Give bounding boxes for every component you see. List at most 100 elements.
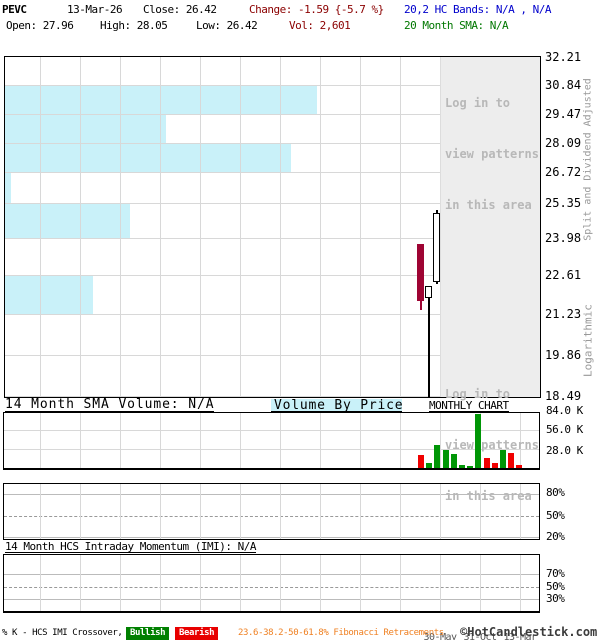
gridline-vertical <box>200 413 201 468</box>
gridline-horizontal <box>5 238 539 239</box>
login-prompt-bottom[interactable]: Log in to view patterns in this area <box>445 352 541 539</box>
gridline-horizontal <box>5 114 539 115</box>
gridline-vertical <box>480 484 481 539</box>
gridline-vertical <box>320 555 321 611</box>
gridline-vertical <box>320 57 321 397</box>
bullish-badge: Bullish <box>126 627 170 640</box>
gridline-vertical <box>280 484 281 539</box>
gridline-vertical <box>240 484 241 539</box>
gridline-horizontal <box>4 430 539 431</box>
gridline-vertical <box>200 484 201 539</box>
volume-bar-Mar-2026 <box>516 465 522 468</box>
gridline-horizontal <box>5 314 539 315</box>
gridline-vertical <box>280 555 281 611</box>
volume-axis-label: 28.0 K <box>546 444 583 457</box>
stochastic-level-line <box>4 537 539 538</box>
volume-bar-Jun-2025 <box>443 450 449 468</box>
x-tick-date: 30-May <box>423 632 457 640</box>
gridline-vertical <box>80 555 81 611</box>
login-prompt-line: in this area <box>445 489 532 503</box>
volume-bar-Sep-2025 <box>467 466 473 468</box>
gridline-vertical <box>80 57 81 397</box>
stochastic-axis-label: 50% <box>546 509 565 522</box>
x-tick-may: 30-May 2025 <box>410 613 470 640</box>
crossover-legend-label: % K - HCS IMI Crossover, <box>2 628 123 638</box>
gridline-horizontal <box>5 275 539 276</box>
volume-axis-label: 84.0 K <box>546 404 583 417</box>
login-prompt-line: view patterns <box>445 147 539 161</box>
price-axis-label: 21.23 <box>545 307 582 321</box>
gridline-vertical <box>360 484 361 539</box>
x-tick-date: 13-Mar <box>503 632 537 640</box>
login-prompt-line: view patterns <box>445 438 539 452</box>
gridline-vertical <box>280 413 281 468</box>
gridline-vertical <box>40 413 41 468</box>
volume-by-price-bar <box>5 144 291 172</box>
volume-by-price-bar <box>5 276 93 314</box>
candlestick-Apr-2025 <box>425 286 432 298</box>
gridline-horizontal <box>5 143 539 144</box>
volume-bar-Apr-2025 <box>426 463 432 468</box>
gridline-horizontal <box>5 396 539 397</box>
open-label: Open: 27.96 <box>6 19 74 32</box>
gridline-vertical <box>400 555 401 611</box>
gridline-horizontal <box>5 172 539 173</box>
volume-by-price-bar <box>5 115 166 143</box>
imi-50-line <box>4 587 539 588</box>
gridline-vertical <box>320 413 321 468</box>
login-prompt-line: in this area <box>445 198 532 212</box>
copyright-link[interactable]: ©HotCandlestick.com <box>460 625 598 639</box>
gridline-vertical <box>120 57 121 397</box>
gridline-vertical <box>80 484 81 539</box>
gridline-vertical <box>240 555 241 611</box>
candle-wick <box>428 286 430 397</box>
gridline-vertical <box>160 555 161 611</box>
gridline-vertical <box>440 413 441 468</box>
price-axis-label: 32.21 <box>545 50 582 64</box>
price-axis-label: 19.86 <box>545 348 582 362</box>
volume-by-price-bar <box>5 86 317 114</box>
gridline-vertical <box>40 57 41 397</box>
gridline-vertical <box>160 413 161 468</box>
login-prompt-line: Log in to <box>445 387 511 401</box>
gridline-vertical <box>400 57 401 397</box>
gridline-vertical <box>120 484 121 539</box>
symbol-label: PEVC <box>2 3 27 16</box>
split-dividend-adjusted-label: Split and Dividend Adjusted <box>582 78 594 241</box>
login-prompt-top[interactable]: Log in to view patterns in this area <box>445 61 541 248</box>
change-label: Change: -1.59 {-5.7 %} <box>249 3 384 16</box>
x-tick-date: 31-Oct <box>463 632 497 640</box>
gridline-horizontal <box>5 355 539 356</box>
imi-panel <box>3 554 540 613</box>
login-overlay-area[interactable] <box>440 57 540 397</box>
price-axis-label: 22.61 <box>545 268 582 282</box>
gridline-vertical <box>160 57 161 397</box>
gridline-vertical <box>40 484 41 539</box>
imi-axis-label: 70% <box>546 567 565 580</box>
stochastic-50-line <box>4 516 539 517</box>
gridline-vertical <box>360 555 361 611</box>
gridline-vertical <box>520 413 521 468</box>
imi-axis-label: 30% <box>546 592 565 605</box>
hc-bands-label: 20,2 HC Bands: N/A , N/A <box>404 3 551 16</box>
candlestick-Mar-2025 <box>417 244 424 301</box>
volume-bar-May-2025 <box>434 445 440 468</box>
price-axis-label: 30.84 <box>545 78 582 92</box>
imi-label: 14 Month HCS Intraday Momentum (IMI): N/… <box>5 540 257 553</box>
gridline-vertical <box>520 555 521 611</box>
gridline-vertical <box>40 555 41 611</box>
gridline-horizontal <box>4 449 539 450</box>
gridline-vertical <box>360 57 361 397</box>
volume-by-price-label: Volume By Price <box>271 399 403 412</box>
gridline-vertical <box>160 484 161 539</box>
low-label: Low: 26.42 <box>196 19 258 32</box>
volume-bar-Dec-2025 <box>492 463 498 468</box>
volume-by-price-bar <box>5 173 11 203</box>
gridline-vertical <box>360 413 361 468</box>
stochastic-level-line <box>4 494 539 495</box>
price-axis-label: 26.72 <box>545 165 582 179</box>
x-tick-mar: 13-Mar 2026 <box>490 613 550 640</box>
login-prompt-line: Log in to <box>445 96 511 110</box>
volume-axis-label: 56.0 K <box>546 423 583 436</box>
